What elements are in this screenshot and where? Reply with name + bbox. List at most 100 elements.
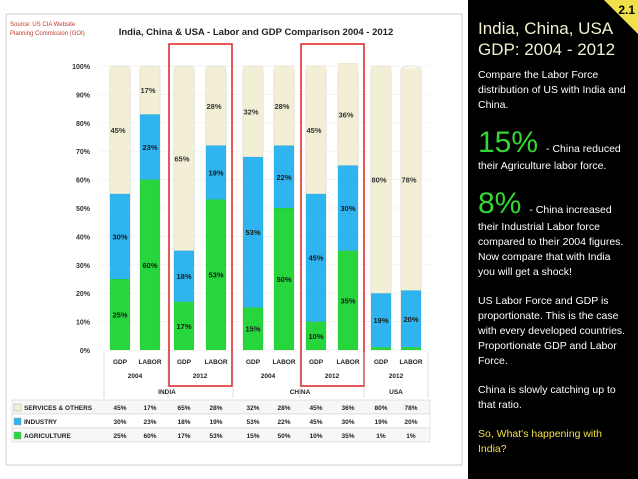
table-cell: 19% [209, 419, 222, 426]
x-tick-label: LABOR [204, 359, 227, 366]
table-cell: 17% [143, 405, 156, 412]
data-label: 28% [274, 102, 289, 111]
table-cell: 18% [177, 419, 190, 426]
side-panel: 2.1 India, China, USA GDP: 2004 - 2012 C… [468, 0, 638, 479]
y-tick-label: 50% [76, 206, 91, 213]
highlight-box-india-2012 [168, 43, 233, 387]
y-tick-label: 0% [80, 348, 91, 355]
stat-big-2: 8% [478, 187, 522, 220]
table-cell: 23% [143, 419, 156, 426]
table-cell: 50% [277, 433, 290, 440]
stat-note-1: - China reduced [546, 143, 621, 155]
data-label: 20% [403, 315, 418, 324]
data-label: 53% [245, 228, 260, 237]
bar-segment-services [400, 68, 422, 291]
table-cell: 10% [309, 433, 322, 440]
data-label: 53% [208, 271, 223, 280]
bar-segment-services [109, 65, 131, 195]
x-country-label: USA [389, 389, 403, 396]
table-cell: 30% [113, 419, 126, 426]
stat-row-1: 15% - China reduced [478, 127, 630, 159]
table-cell: 1% [376, 433, 386, 440]
bar-segment-services [370, 65, 392, 294]
data-label: 15% [245, 325, 260, 334]
x-tick-label: GDP [246, 359, 261, 366]
bar-segment-agriculture [400, 346, 422, 351]
data-label: 17% [176, 322, 191, 331]
stat-note-2b: their Industrial Labor force compared to… [478, 221, 624, 278]
side-paragraph-3: China is slowly catching up to that rati… [478, 384, 616, 411]
y-tick-label: 60% [76, 178, 91, 185]
bar-segment-agriculture [337, 250, 359, 351]
table-row-label: SERVICES & OTHERS [24, 405, 93, 412]
data-label: 35% [340, 296, 355, 305]
table-cell: 60% [143, 433, 156, 440]
data-label: 78% [401, 176, 416, 185]
table-cell: 45% [309, 419, 322, 426]
table-cell: 80% [374, 405, 387, 412]
x-year-label: 2004 [261, 373, 276, 380]
data-label: 22% [276, 173, 291, 182]
data-label: 45% [308, 254, 323, 263]
side-body: Compare the Labor Force distribution of … [478, 68, 630, 471]
x-year-label: 2004 [128, 373, 143, 380]
table-cell: 53% [246, 419, 259, 426]
bar-segment-services [273, 65, 295, 146]
highlight-box-china-2012 [300, 43, 365, 387]
data-label: 28% [206, 102, 221, 111]
bar-segment-services [305, 65, 327, 195]
data-label: 65% [174, 154, 189, 163]
table-cell: 22% [277, 419, 290, 426]
table-row [11, 427, 431, 443]
x-tick-label: LABOR [272, 359, 295, 366]
y-tick-label: 70% [76, 149, 91, 156]
data-label: 80% [371, 176, 386, 185]
x-year-label: 2012 [389, 373, 404, 380]
bar-segment-services [173, 65, 195, 251]
stat-row-2: 8% - China increased [478, 188, 630, 220]
bar-segment-services [205, 65, 227, 146]
table-legend-swatch [13, 431, 22, 440]
table-legend-swatch [13, 417, 22, 426]
data-label: 32% [243, 107, 258, 116]
y-tick-label: 40% [76, 234, 91, 241]
table-cell: 65% [177, 405, 190, 412]
corner-badge [604, 0, 638, 34]
data-label: 23% [142, 143, 157, 152]
side-title-line2: GDP: 2004 - 2012 [478, 40, 616, 59]
bar-segment-industry [273, 145, 295, 209]
table-cell: 20% [404, 419, 417, 426]
bar-segment-services [242, 65, 264, 158]
table-row-label: AGRICULTURE [24, 433, 71, 440]
side-title-line1: India, China, USA [478, 19, 614, 38]
data-label: 30% [112, 232, 127, 241]
table-cell: 19% [374, 419, 387, 426]
table-cell: 30% [341, 419, 354, 426]
bar-segment-industry [205, 145, 227, 200]
chart-frame [5, 13, 463, 466]
table-cell: 53% [209, 433, 222, 440]
data-label: 19% [208, 169, 223, 178]
side-paragraph-2: US Labor Force and GDP is proportionate.… [478, 295, 626, 367]
y-tick-label: 90% [76, 92, 91, 99]
x-year-label: 2012 [193, 373, 208, 380]
data-label: 50% [276, 275, 291, 284]
data-label: 60% [142, 261, 157, 270]
stat-big-1: 15% [478, 126, 539, 159]
stat-note-1b: their Agriculture labor force. [478, 160, 607, 172]
source-note: Planning Commission (GOI) [10, 31, 85, 37]
x-tick-label: GDP [177, 359, 192, 366]
data-label: 18% [176, 272, 191, 281]
data-label: 17% [140, 86, 155, 95]
table-cell: 32% [246, 405, 259, 412]
side-title: India, China, USA GDP: 2004 - 2012 [478, 18, 628, 60]
data-label: 10% [308, 332, 323, 341]
chart: Source: US CIA Website Planning Commissio… [5, 13, 463, 466]
chart-title: India, China & USA - Labor and GDP Compa… [119, 27, 394, 38]
y-tick-label: 100% [72, 64, 91, 71]
x-tick-label: LABOR [336, 359, 359, 366]
y-tick-label: 20% [76, 291, 91, 298]
side-paragraph-1: Compare the Labor Force distribution of … [478, 69, 626, 111]
x-tick-label: LABOR [138, 359, 161, 366]
slide-number: 2.1 [618, 3, 635, 17]
